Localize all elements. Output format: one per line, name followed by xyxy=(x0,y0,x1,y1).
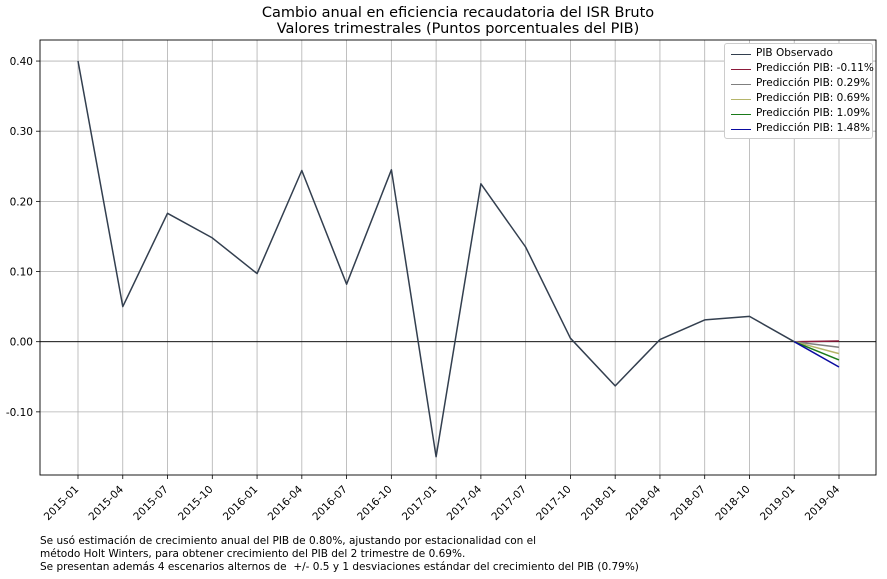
legend-label: PIB Observado xyxy=(756,47,833,59)
legend-swatch xyxy=(731,99,751,100)
x-tick-label: 2016-07 xyxy=(310,483,350,523)
y-tick-label: 0.20 xyxy=(10,196,33,208)
series-line-2 xyxy=(794,340,840,349)
y-tick-label: 0.10 xyxy=(10,267,33,279)
legend-swatch xyxy=(731,84,751,85)
plot-frame xyxy=(39,39,877,476)
legend-swatch xyxy=(731,114,751,115)
x-tick-label: 2016-04 xyxy=(266,483,306,523)
y-tick-label: 0.30 xyxy=(10,126,33,138)
x-tick-label: 2018-10 xyxy=(713,483,753,523)
series-line-3 xyxy=(794,340,840,355)
x-tick-label: 2019-04 xyxy=(803,483,843,523)
legend-swatch xyxy=(731,54,751,55)
x-axis: 2015-01 2015-04 2015-07 2015-10 2016-01 2016-… xyxy=(42,475,843,523)
x-tick-label: 2017-07 xyxy=(489,483,529,523)
chart-title: Cambio anual en eficiencia recaudatoria … xyxy=(261,5,655,21)
legend-label: Predicción PIB: 0.69% xyxy=(756,92,871,104)
x-tick-label: 2016-01 xyxy=(221,483,261,523)
x-tick-label: 2017-10 xyxy=(534,483,574,523)
chart-subtitle: Valores trimestrales (Puntos porcentuale… xyxy=(276,21,640,37)
legend-swatch xyxy=(731,129,751,130)
legend-label: Predicción PIB: -0.11% xyxy=(756,62,874,74)
series-line-1 xyxy=(794,340,840,343)
x-tick-label: 2018-07 xyxy=(668,483,708,523)
y-tick-label: -0.10 xyxy=(6,407,33,419)
series-line-4 xyxy=(793,341,840,361)
x-tick-label: 2015-07 xyxy=(131,483,171,523)
x-tick-label: 2017-04 xyxy=(445,483,485,523)
x-tick-label: 2017-01 xyxy=(400,483,440,523)
chart-legend: PIB Observado Predicción PIB: -0.11% Predi… xyxy=(724,43,874,139)
y-tick-label: 0.40 xyxy=(10,56,33,68)
x-tick-label: 2018-04 xyxy=(624,483,664,523)
y-tick-label: 0.00 xyxy=(10,337,33,349)
x-tick-label: 2015-04 xyxy=(87,483,127,523)
series-line-5 xyxy=(793,341,840,368)
series-line-0 xyxy=(77,60,795,458)
legend-label: Predicción PIB: 1.48% xyxy=(756,122,871,134)
x-tick-label: 2018-01 xyxy=(579,483,619,523)
y-axis: -0.10 0.00 0.10 0.20 0.30 0.40 xyxy=(6,56,40,419)
footnote-line-2: método Holt Winters, para obtener crecim… xyxy=(40,548,466,560)
series-lines xyxy=(77,60,840,458)
legend-swatch xyxy=(731,69,751,70)
x-tick-label: 2015-10 xyxy=(176,483,216,523)
footnote-line-1: Se usó estimación de crecimiento anual d… xyxy=(40,535,537,547)
legend-label: Predicción PIB: 1.09% xyxy=(756,107,871,119)
x-tick-label: 2019-01 xyxy=(758,483,798,523)
x-tick-label: 2015-01 xyxy=(42,483,82,523)
x-tick-label: 2016-10 xyxy=(355,483,395,523)
legend-label: Predicción PIB: 0.29% xyxy=(756,77,871,89)
footnote-line-3: Se presentan además 4 escenarios alterno… xyxy=(40,561,639,573)
